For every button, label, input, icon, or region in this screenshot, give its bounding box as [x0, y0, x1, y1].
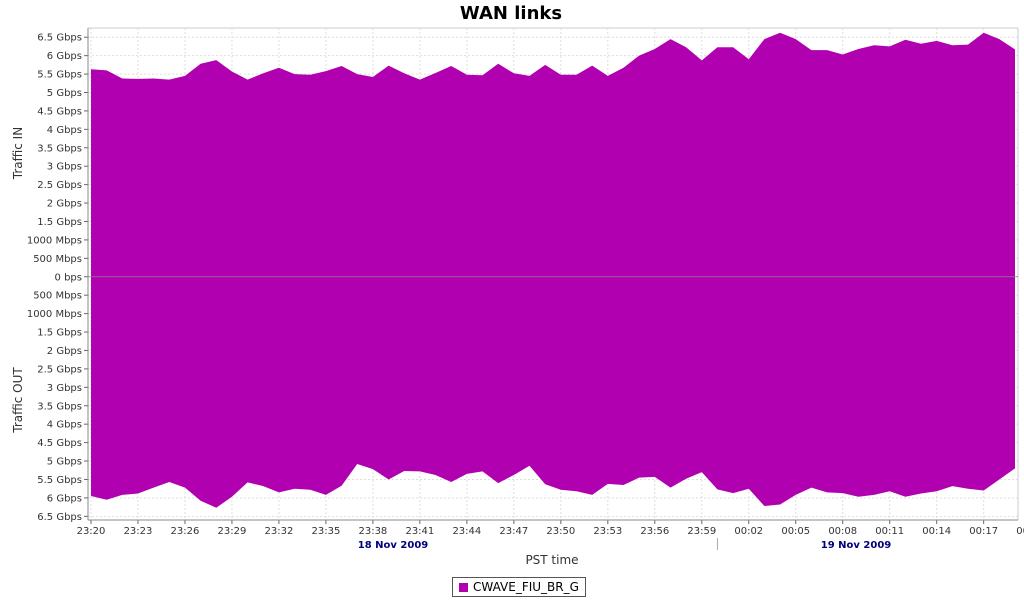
x-tick-label: 00:02 [734, 526, 763, 537]
y-tick-label: 5.5 Gbps [37, 70, 82, 81]
legend-label: CWAVE_FIU_BR_G [473, 580, 579, 594]
y-tick-label: 2.5 Gbps [37, 364, 82, 375]
x-tick-label: 23:53 [593, 526, 622, 537]
y-tick-label: 3.5 Gbps [37, 401, 82, 412]
y-tick-label: 1.5 Gbps [37, 328, 82, 339]
y-tick-label: 500 Mbps [33, 291, 82, 302]
x-tick-label: 23:38 [358, 526, 387, 537]
y-tick-label: 2 Gbps [47, 346, 82, 357]
x-tick-label: 23:44 [452, 526, 481, 537]
y-axis-label-out: Traffic OUT [11, 367, 25, 434]
x-tick-label: 00:20 [1016, 526, 1024, 537]
y-tick-label: 2 Gbps [47, 199, 82, 210]
date-label-start: 18 Nov 2009 [358, 540, 429, 551]
y-tick-label: 1000 Mbps [27, 235, 82, 246]
y-tick-label: 4.5 Gbps [37, 106, 82, 117]
y-tick-label: 500 Mbps [33, 254, 82, 265]
x-tick-label: 23:29 [218, 526, 247, 537]
y-tick-label: 0 bps [55, 272, 82, 283]
date-label-end: 19 Nov 2009 [821, 540, 892, 551]
x-tick-label: 23:47 [499, 526, 528, 537]
legend: CWAVE_FIU_BR_G [452, 577, 586, 597]
y-axis-label-in: Traffic IN [11, 127, 25, 180]
legend-swatch-icon [459, 582, 468, 592]
y-tick-label: 5.5 Gbps [37, 475, 82, 486]
y-tick-label: 3 Gbps [47, 162, 82, 173]
x-tick-label: 00:14 [922, 526, 951, 537]
y-tick-label: 6 Gbps [47, 493, 82, 504]
chart-title: WAN links [460, 3, 562, 24]
y-tick-label: 1000 Mbps [27, 309, 82, 320]
y-tick-label: 6 Gbps [47, 51, 82, 62]
y-tick-label: 4 Gbps [47, 420, 82, 431]
y-tick-label: 6.5 Gbps [37, 33, 82, 44]
series-area-cwave [91, 32, 1015, 508]
x-tick-label: 00:05 [781, 526, 810, 537]
y-tick-label: 5 Gbps [47, 88, 82, 99]
x-tick-label: 23:20 [77, 526, 106, 537]
y-tick-label: 4.5 Gbps [37, 438, 82, 449]
x-tick-label: 23:26 [171, 526, 200, 537]
y-tick-label: 2.5 Gbps [37, 180, 82, 191]
x-tick-label: 00:08 [828, 526, 857, 537]
x-axis-label: PST time [525, 553, 578, 567]
x-tick-label: 23:32 [265, 526, 294, 537]
y-tick-label: 6.5 Gbps [37, 512, 82, 523]
x-tick-label: 23:50 [546, 526, 575, 537]
x-tick-label: 23:41 [405, 526, 434, 537]
y-tick-label: 3 Gbps [47, 383, 82, 394]
y-tick-label: 1.5 Gbps [37, 217, 82, 228]
y-tick-label: 4 Gbps [47, 125, 82, 136]
x-tick-label: 23:56 [640, 526, 669, 537]
x-tick-label: 23:59 [687, 526, 716, 537]
x-tick-label: 00:17 [969, 526, 998, 537]
x-tick-label: 23:23 [124, 526, 153, 537]
y-tick-label: 5 Gbps [47, 457, 82, 468]
x-tick-label: 00:11 [875, 526, 904, 537]
y-tick-label: 3.5 Gbps [37, 143, 82, 154]
x-tick-label: 23:35 [312, 526, 341, 537]
